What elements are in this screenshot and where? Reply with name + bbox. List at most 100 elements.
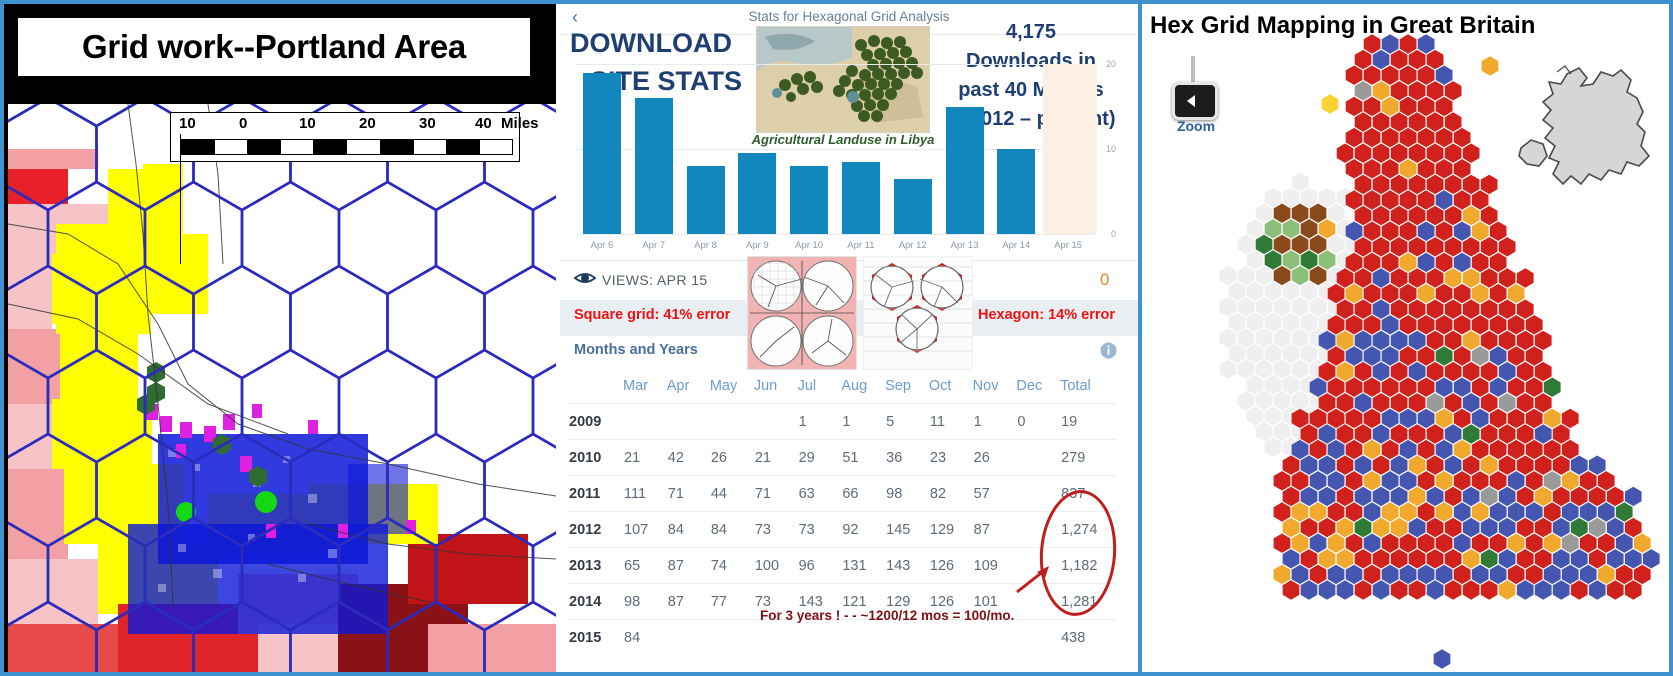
table-cell-total: 1,274: [1060, 511, 1116, 548]
info-icon[interactable]: [1100, 342, 1117, 364]
scale-label: 20: [359, 115, 376, 132]
chart-bar[interactable]: [686, 166, 725, 234]
table-cell: 145: [885, 511, 929, 548]
table-cell-year: 2014: [568, 583, 623, 620]
table-cell: [1016, 511, 1061, 548]
chart-x-tick-label: Apr 9: [745, 240, 769, 251]
table-cell: 87: [666, 583, 710, 620]
portland-grid-panel: Grid work--Portland Area: [0, 0, 556, 676]
downloads-bar-chart: Apr 6 Apr 7 Apr 8 Apr 9 Apr 10 Apr 11 Apr 12 Ap…: [568, 59, 1134, 254]
table-cell: 98: [885, 475, 929, 512]
table-cell: 129: [928, 511, 973, 548]
zoom-slider-knob[interactable]: [1172, 82, 1218, 120]
table-row[interactable]: 2014 98 87 77 73 143 121 129 126 101 1,281: [568, 583, 1116, 620]
table-row[interactable]: 2013 65 87 74 100 96 131 143 126 109 1,182: [568, 547, 1116, 584]
chart-gridline: [576, 234, 1094, 235]
table-cell: 65: [623, 547, 667, 584]
chart-bar[interactable]: [634, 98, 673, 234]
table-column-header: Nov: [972, 378, 999, 394]
table-cell: 126: [928, 547, 973, 584]
totals-arrow: [1016, 566, 1049, 594]
three-years-annotation: For 3 years ! - - ~1200/12 mos = 100/mo.: [760, 608, 1015, 623]
scale-label: 0: [239, 115, 248, 132]
months-and-years-label: Months and Years: [574, 342, 698, 358]
table-body: 2009 1 1 5 11 1 0 19 2010 21 42 26 21 29 51 36 23 26 279 20…: [568, 403, 1116, 655]
table-cell: 1: [841, 403, 886, 440]
gb-hexmap[interactable]: [1142, 4, 1669, 672]
hexagon-grid-diagram: [863, 256, 973, 370]
zoom-slider-icon[interactable]: Zoom: [1164, 56, 1224, 134]
great-britain-outline-icon: [1518, 65, 1651, 186]
table-row[interactable]: 2011 111 71 44 71 63 66 98 82 57 837: [568, 475, 1116, 512]
scale-units: Miles: [501, 115, 539, 132]
table-cell-year: 2009: [568, 403, 623, 440]
chart-bar[interactable]: [582, 72, 621, 234]
portland-title-box: Grid work--Portland Area: [18, 18, 530, 76]
table-row[interactable]: 2009 1 1 5 11 1 0 19: [568, 403, 1116, 440]
table-cell-year: 2013: [568, 547, 623, 584]
downloads-count: 4,175: [1005, 21, 1057, 43]
table-cell: [623, 403, 667, 440]
chart-bar[interactable]: [945, 106, 984, 234]
chart-bar[interactable]: [997, 149, 1036, 234]
gb-hexmap-title: Hex Grid Mapping in Great Britain: [1150, 12, 1536, 39]
scale-label: 10: [179, 115, 196, 132]
chart-x-tick-label: Apr 14: [1002, 240, 1031, 251]
hexagon-error-label: Hexagon: 14% error: [978, 307, 1115, 323]
table-cell: 87: [666, 547, 710, 584]
portland-map[interactable]: 10 0 10 20 30 40 Miles: [8, 104, 556, 672]
table-cell: 121: [841, 583, 886, 620]
download-site-stats-panel: ‹ Stats for Hexagonal Grid Analysis DOWN…: [556, 0, 1138, 676]
chart-bar[interactable]: [893, 178, 932, 234]
chart-bar[interactable]: [841, 161, 880, 234]
table-cell: 129: [885, 583, 929, 620]
table-cell: 21: [623, 439, 667, 476]
table-cell: 73: [753, 511, 798, 548]
table-cell: 126: [928, 583, 973, 620]
heading-line-1: DOWNLOAD: [570, 28, 732, 58]
table-cell: 23: [928, 439, 973, 476]
scale-bar-ticks: [181, 139, 513, 155]
table-cell: [1016, 439, 1061, 476]
chart-bar[interactable]: [738, 153, 777, 234]
chart-x-tick-label: Apr 13: [950, 240, 979, 251]
table-row[interactable]: 2010 21 42 26 21 29 51 36 23 26 279: [568, 439, 1116, 476]
table-cell: 111: [623, 475, 667, 512]
table-cell: 109: [972, 547, 1017, 584]
table-cell: [885, 619, 929, 655]
table-column-header: [568, 372, 623, 404]
chart-x-tick-label: Apr 12: [898, 240, 927, 251]
views-label: VIEWS: APR 15: [602, 272, 708, 288]
chevron-left-icon[interactable]: ‹: [572, 7, 578, 27]
table-cell: 84: [666, 511, 710, 548]
table-cell: [797, 619, 842, 655]
table-column-header: Mar: [623, 378, 648, 394]
scale-bar-leader: [180, 134, 181, 264]
chart-gridline: [576, 149, 1094, 150]
table-cell: 98: [623, 583, 667, 620]
chart-bar[interactable]: [790, 166, 829, 234]
table-cell-total: 19: [1060, 403, 1116, 440]
table-cell: [753, 403, 798, 440]
scale-label: 10: [299, 115, 316, 132]
app-bar: ‹ Stats for Hexagonal Grid Analysis: [560, 6, 1138, 32]
table-cell: [841, 619, 886, 655]
table-row[interactable]: 2012 107 84 84 73 73 92 145 129 87 1,274: [568, 511, 1116, 548]
chart-y-tick-label: 0: [1110, 229, 1116, 239]
table-row[interactable]: 2015 84 438: [568, 619, 1116, 655]
libya-landuse-image[interactable]: [756, 26, 930, 133]
table-cell: 73: [797, 511, 842, 548]
views-value: 0: [1100, 270, 1110, 289]
table-column-header: Aug: [841, 378, 868, 394]
table-cell: 66: [841, 475, 886, 512]
scale-bar-labels: 10 0 10 20 30 40 Miles: [171, 115, 539, 135]
chart-x-tick-label: Apr 15: [1054, 240, 1083, 251]
table-cell: 77: [709, 583, 754, 620]
app-title: Stats for Hexagonal Grid Analysis: [748, 9, 950, 24]
chart-y-tick-label: 10: [1105, 144, 1116, 154]
table-cell: 143: [885, 547, 929, 584]
table-cell: [972, 619, 1017, 655]
table-cell: 131: [841, 547, 886, 584]
chart-x-tick-label: Apr 10: [795, 240, 824, 251]
views-row: VIEWS: APR 15 0: [560, 262, 1138, 302]
